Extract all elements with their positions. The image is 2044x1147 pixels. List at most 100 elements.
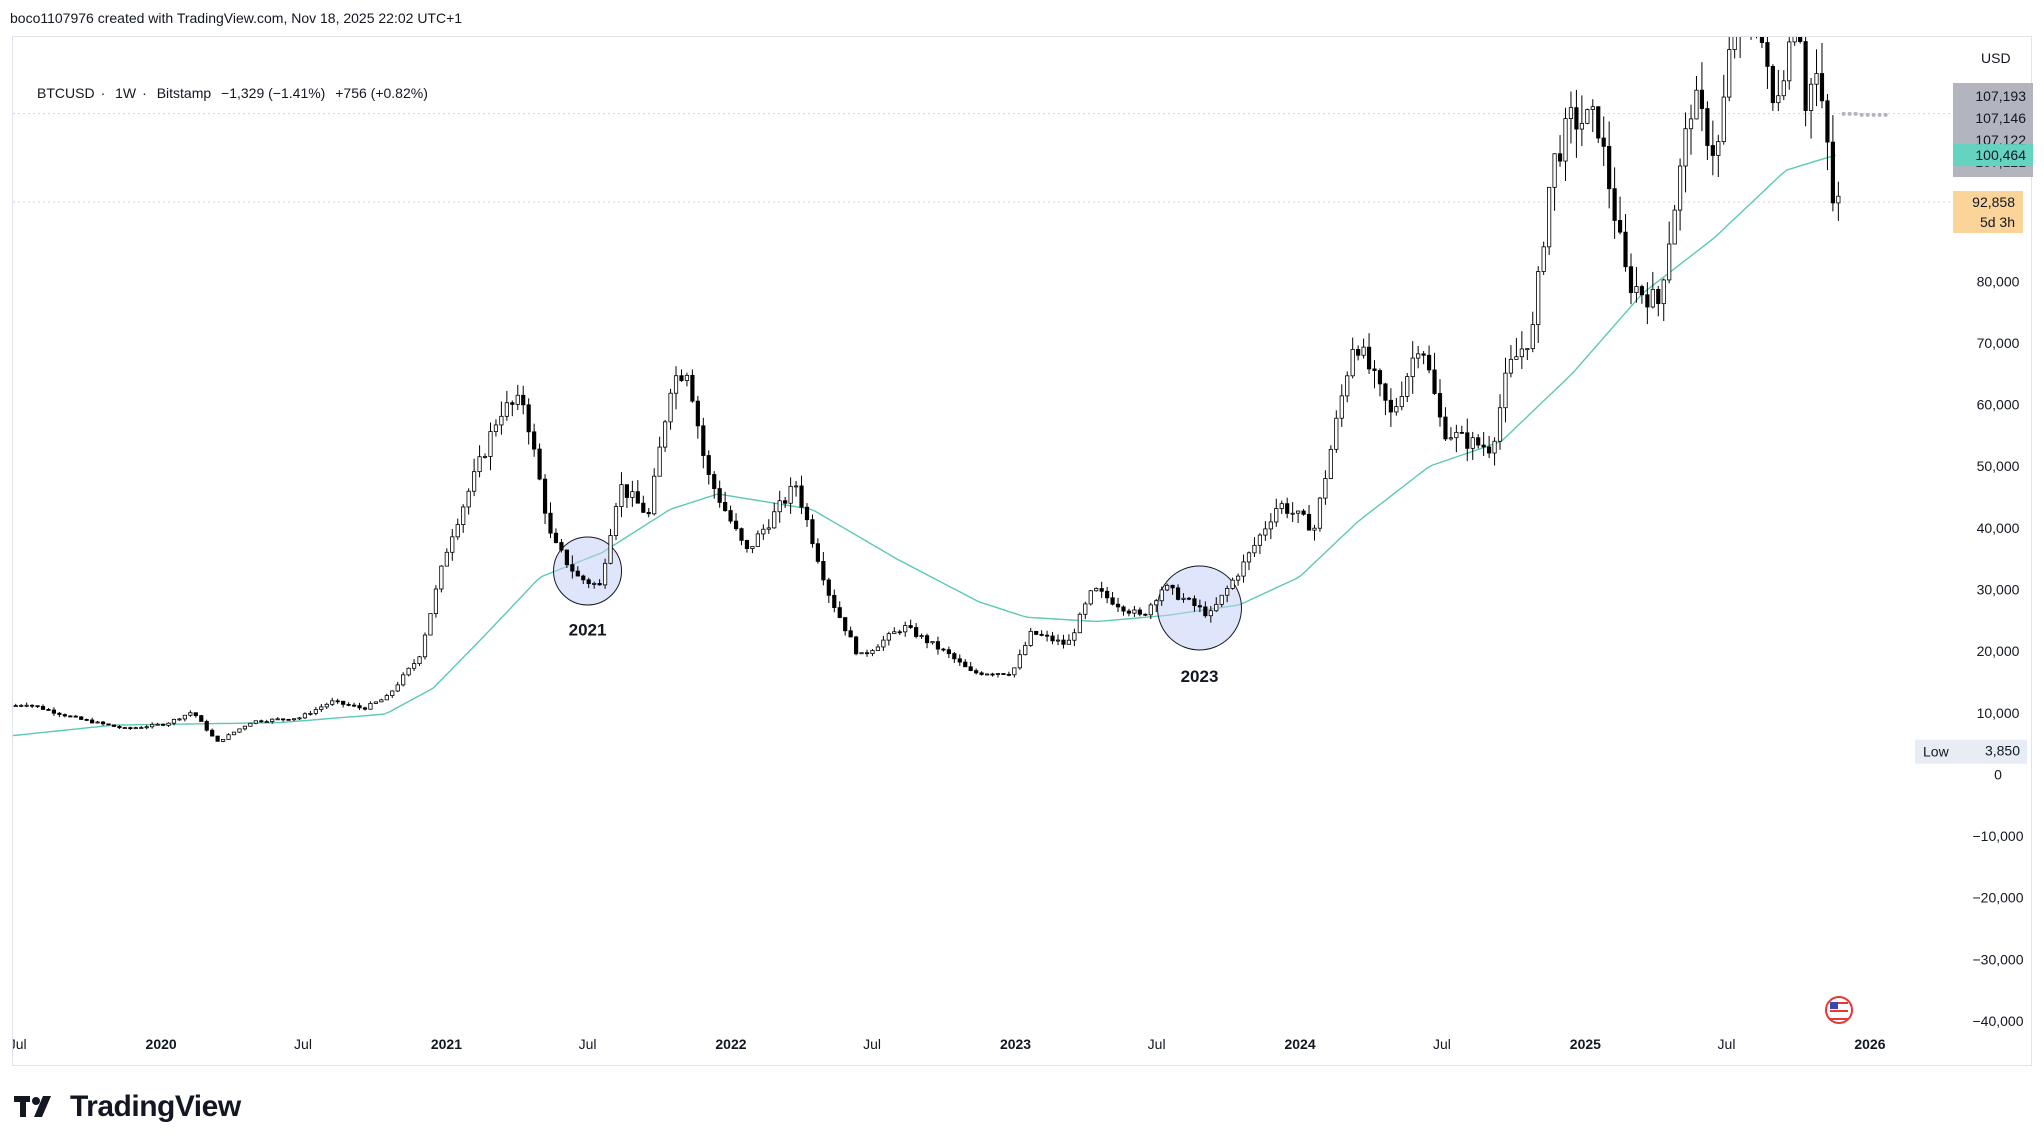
candle xyxy=(504,402,509,417)
candle xyxy=(1328,448,1333,479)
candle xyxy=(330,700,335,705)
candle xyxy=(1688,118,1694,130)
candle xyxy=(1497,407,1503,442)
candle xyxy=(1317,497,1323,529)
candle xyxy=(690,374,695,402)
candle xyxy=(73,715,78,718)
candle xyxy=(1394,406,1399,413)
currency-label[interactable]: USD xyxy=(1981,50,2011,66)
ma-badge-value: 100,464 xyxy=(1975,147,2026,163)
candle xyxy=(182,714,187,720)
candle xyxy=(1574,107,1579,130)
candle xyxy=(1661,279,1666,305)
candle xyxy=(346,703,351,706)
legend-interval[interactable]: 1W xyxy=(115,85,137,101)
price-tick-label: 50,000 xyxy=(1977,458,2020,474)
price-tick-label: −10,000 xyxy=(1973,828,2024,844)
candle xyxy=(892,631,897,635)
candle xyxy=(1585,109,1590,124)
candle xyxy=(1514,356,1519,360)
candle xyxy=(706,455,711,475)
candle xyxy=(319,706,324,710)
candle xyxy=(1192,598,1197,607)
last-price-value: 92,858 xyxy=(1972,194,2015,210)
candle xyxy=(1530,324,1535,349)
brand-name: TradingView xyxy=(70,1090,241,1123)
candle xyxy=(1159,589,1164,602)
time-tick-label: Jul xyxy=(294,1036,312,1052)
candle xyxy=(815,543,820,562)
price-chart[interactable]: 2021 2023 −40,000 −30,000 −20,000 −10,000 0 10,… xyxy=(13,37,2033,1067)
symbol-legend: BTCUSD · 1W · Bitstamp −1,329 (−1.41%) +75… xyxy=(37,85,428,101)
annotation-circle-2021[interactable] xyxy=(553,536,623,606)
candle xyxy=(30,704,35,707)
candle xyxy=(1034,630,1039,635)
candle xyxy=(1377,370,1383,385)
candle xyxy=(351,704,357,707)
candle xyxy=(1115,603,1121,608)
candle xyxy=(1334,417,1339,450)
candle xyxy=(1099,588,1104,592)
candle xyxy=(652,475,657,515)
candle xyxy=(1426,354,1432,371)
candle xyxy=(1814,73,1819,85)
candle xyxy=(1732,37,1737,50)
candle xyxy=(1388,399,1393,413)
candle xyxy=(542,478,548,514)
candle xyxy=(668,392,673,423)
time-tick-label: 2025 xyxy=(1570,1036,1601,1052)
low-badge-value: 3,850 xyxy=(1985,743,2020,759)
candle xyxy=(188,712,193,716)
candle xyxy=(1006,673,1011,676)
candle xyxy=(1301,510,1306,515)
chart-frame[interactable]: 2021 2023 −40,000 −30,000 −20,000 −10,000 0 10,… xyxy=(12,36,2033,1067)
candle xyxy=(488,431,493,457)
candle xyxy=(482,456,488,458)
candle xyxy=(51,709,57,714)
candle xyxy=(368,703,373,710)
time-tick-label: Jul xyxy=(1148,1036,1166,1052)
candle xyxy=(177,718,182,721)
candle xyxy=(117,726,122,729)
candle xyxy=(275,718,280,721)
candle xyxy=(1781,80,1786,97)
candle xyxy=(1454,431,1459,439)
candle xyxy=(95,721,100,724)
candle xyxy=(1165,584,1170,591)
candle xyxy=(477,456,482,473)
candle xyxy=(935,641,941,650)
candle xyxy=(384,695,389,701)
candle xyxy=(963,661,968,668)
candle xyxy=(1694,89,1699,120)
candle xyxy=(657,446,662,477)
candle xyxy=(744,540,750,549)
candle xyxy=(1552,153,1557,188)
candle xyxy=(1055,639,1061,642)
candle xyxy=(1830,141,1835,204)
candle xyxy=(515,394,520,405)
candle xyxy=(1563,118,1568,162)
candle xyxy=(133,727,138,730)
legend-symbol[interactable]: BTCUSD xyxy=(37,85,95,101)
candle xyxy=(526,404,531,433)
brand[interactable]: TradingView xyxy=(14,1090,241,1124)
candle xyxy=(35,705,40,708)
price-tick-label: 0 xyxy=(1994,766,2002,782)
candle xyxy=(984,673,990,676)
candle xyxy=(1727,49,1732,98)
candle xyxy=(1716,141,1721,156)
candle xyxy=(908,625,913,628)
candle xyxy=(854,636,859,655)
candle xyxy=(1808,83,1814,111)
projection-dot xyxy=(1853,111,1858,116)
candle xyxy=(1770,65,1775,104)
candle xyxy=(772,511,777,529)
us-flag-event-icon[interactable] xyxy=(1825,996,1853,1024)
candle xyxy=(1290,512,1295,515)
projection-dot xyxy=(1847,111,1852,116)
candle xyxy=(1045,634,1050,637)
candle xyxy=(1372,368,1377,371)
candle xyxy=(62,714,67,717)
candle xyxy=(1323,478,1328,499)
candle xyxy=(1448,437,1454,440)
